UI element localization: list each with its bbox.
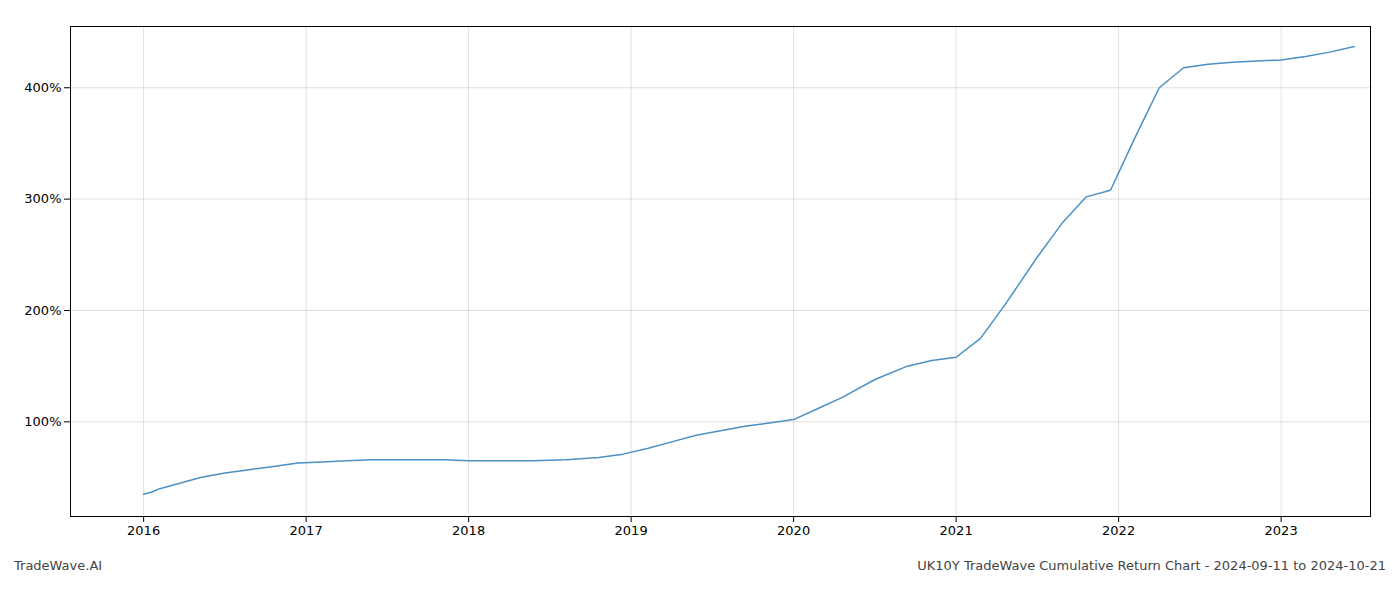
svg-text:2021: 2021 — [940, 523, 973, 538]
svg-text:2022: 2022 — [1102, 523, 1135, 538]
svg-text:2023: 2023 — [1265, 523, 1298, 538]
svg-text:2016: 2016 — [127, 523, 160, 538]
svg-text:2020: 2020 — [777, 523, 810, 538]
svg-text:100%: 100% — [24, 414, 61, 429]
svg-text:400%: 400% — [24, 80, 61, 95]
svg-text:2017: 2017 — [290, 523, 323, 538]
svg-text:200%: 200% — [24, 303, 61, 318]
html-text:TradeWave.AI: TradeWave.AI — [14, 558, 103, 573]
svg-text:300%: 300% — [24, 191, 61, 206]
html-text:UK10Y TradeWave Cumulative Ret: UK10Y TradeWave Cumulative Return Chart … — [917, 558, 1386, 573]
svg-text:2019: 2019 — [615, 523, 648, 538]
svg-text:2018: 2018 — [452, 523, 485, 538]
